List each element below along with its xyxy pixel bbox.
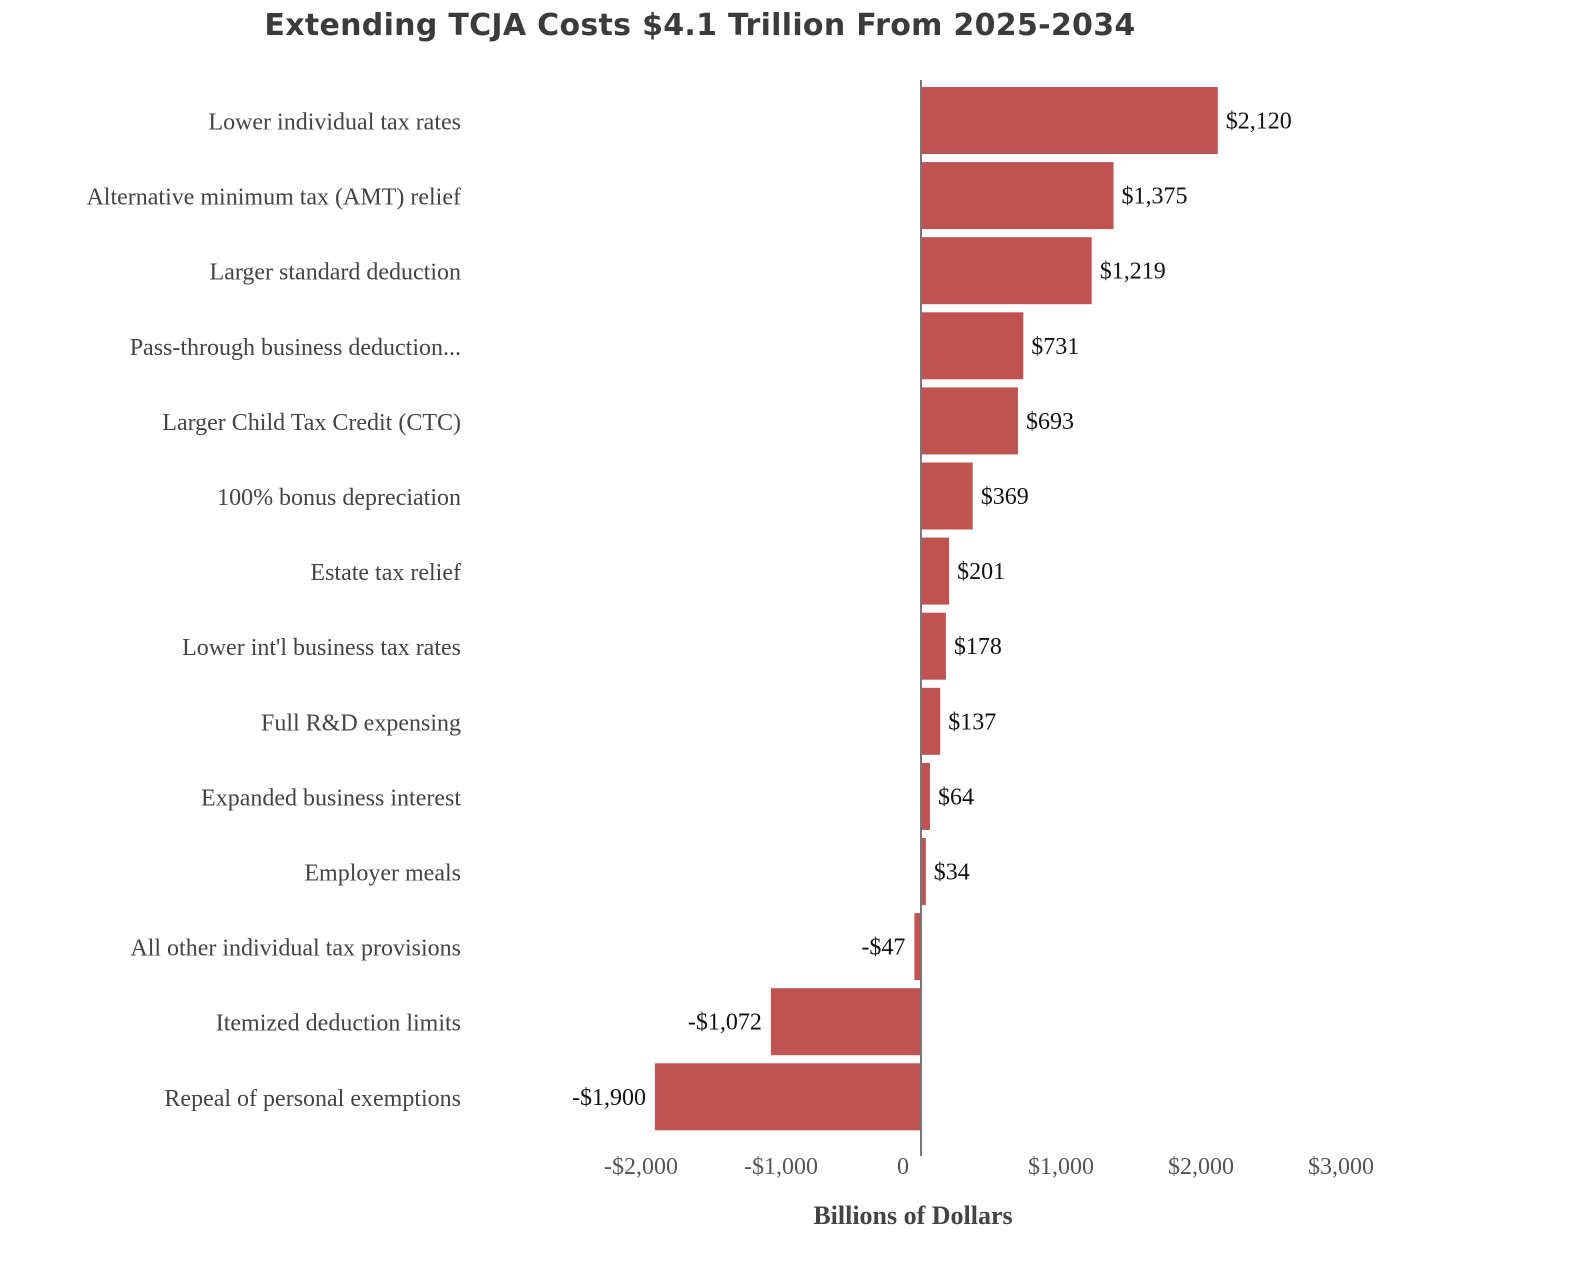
bar-1 <box>921 87 1218 154</box>
x-tick-label-2: -$1,000 <box>744 1154 818 1180</box>
bar-4 <box>921 312 1024 380</box>
bar-3 <box>921 237 1092 305</box>
bar-7 <box>921 537 950 605</box>
category-label-14: Repeal of personal exemptions <box>164 1086 461 1112</box>
value-label-14: -$1,900 <box>572 1085 646 1111</box>
x-tick-label-5: $2,000 <box>1168 1154 1234 1180</box>
bar-2 <box>921 162 1114 230</box>
category-label-11: Employer meals <box>304 861 461 887</box>
x-tick-label-1: -$2,000 <box>604 1154 678 1180</box>
category-label-5: Larger Child Tax Credit (CTC) <box>162 410 461 436</box>
value-label-8: $178 <box>954 634 1002 660</box>
value-label-1: $2,120 <box>1226 109 1292 135</box>
value-label-11: $34 <box>934 860 970 886</box>
value-label-13: -$1,072 <box>688 1010 762 1036</box>
value-label-12: -$47 <box>861 935 905 961</box>
value-label-10: $64 <box>938 784 974 810</box>
category-label-1: Lower individual tax rates <box>208 110 461 136</box>
value-labels: $2,120 $1,375 $1,219 $731 $693 $369 $201 $178 $1… <box>572 109 1292 1111</box>
category-label-12: All other individual tax provisions <box>130 936 461 962</box>
category-labels: Lower individual tax rates Alternative mi… <box>86 110 461 1112</box>
bar-14 <box>655 1063 921 1131</box>
bar-12 <box>914 913 921 981</box>
category-label-8: Lower int'l business tax rates <box>182 635 461 661</box>
x-axis-ticks: -$2,000 -$1,000 0 $1,000 $2,000 $3,000 <box>604 1154 1374 1180</box>
category-label-2: Alternative minimum tax (AMT) relief <box>86 185 461 211</box>
bar-5 <box>921 387 1018 455</box>
category-label-4: Pass-through business deduction... <box>130 335 461 361</box>
category-label-7: Estate tax relief <box>310 560 461 586</box>
chart-title: Extending TCJA Costs $4.1 Trillion From … <box>264 8 1136 43</box>
value-label-9: $137 <box>948 709 996 735</box>
x-axis-title: Billions of Dollars <box>813 1201 1012 1230</box>
category-label-6: 100% bonus depreciation <box>217 485 461 511</box>
category-label-10: Expanded business interest <box>201 785 461 811</box>
bars-layer <box>655 87 1218 1131</box>
category-label-13: Itemized deduction limits <box>216 1011 461 1037</box>
category-label-9: Full R&D expensing <box>261 710 461 736</box>
x-tick-label-6: $3,000 <box>1308 1154 1374 1180</box>
bar-6 <box>921 462 973 530</box>
value-label-5: $693 <box>1026 409 1074 435</box>
value-label-7: $201 <box>957 559 1005 585</box>
bar-10 <box>921 762 930 830</box>
x-tick-label-4: $1,000 <box>1028 1154 1094 1180</box>
x-tick-label-3: 0 <box>897 1154 909 1180</box>
bar-8 <box>921 612 946 680</box>
value-label-6: $369 <box>981 484 1029 510</box>
bar-9 <box>921 687 941 755</box>
value-label-3: $1,219 <box>1100 259 1166 285</box>
category-label-3: Larger standard deduction <box>210 260 461 286</box>
bar-13 <box>770 988 921 1056</box>
value-label-2: $1,375 <box>1122 184 1188 210</box>
bar-11 <box>921 838 926 905</box>
value-label-4: $731 <box>1031 334 1079 360</box>
